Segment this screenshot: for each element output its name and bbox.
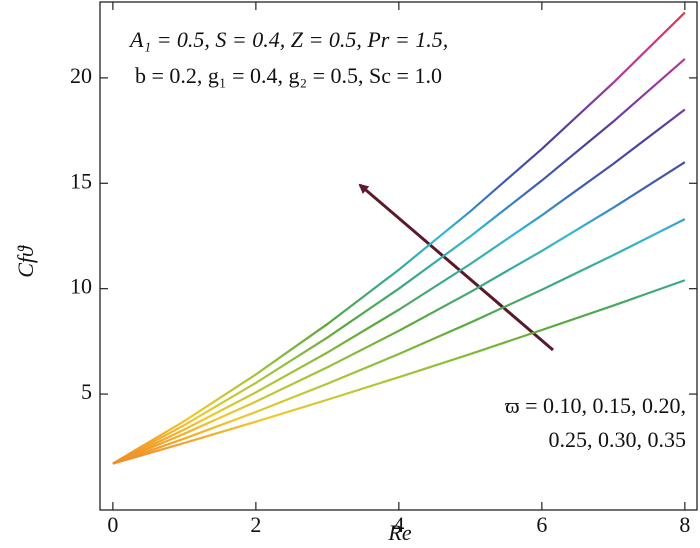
x-axis-label: Re [387, 520, 411, 545]
series-line [112, 11, 686, 465]
y-tick-label: 15 [70, 168, 92, 193]
x-tick-label: 8 [679, 512, 690, 537]
series-line [112, 218, 686, 465]
arrow [358, 183, 554, 352]
annotation: b = 0.2, g₁ = 0.4, g₂ = 0.5, Sc = 1.0 [135, 63, 442, 88]
y-tick-label: 10 [70, 274, 92, 299]
annotation: ϖ = 0.10, 0.15, 0.20, [505, 393, 686, 418]
y-tick-label: 20 [70, 63, 92, 88]
annotation: 0.25, 0.30, 0.35 [549, 427, 687, 452]
x-tick-label: 0 [107, 512, 118, 537]
annotation: A₁ = 0.5, S = 0.4, Z = 0.5, Pr = 1.5, [128, 27, 448, 52]
x-tick-label: 2 [250, 512, 261, 537]
series-line [112, 161, 686, 465]
x-tick-label: 4 [393, 512, 404, 537]
series-line [112, 58, 686, 465]
series-line [112, 108, 686, 465]
series-line [112, 279, 686, 465]
x-tick-label: 6 [536, 512, 547, 537]
y-tick-label: 5 [81, 379, 92, 404]
y-axis-label: Cfϑ [13, 245, 38, 278]
